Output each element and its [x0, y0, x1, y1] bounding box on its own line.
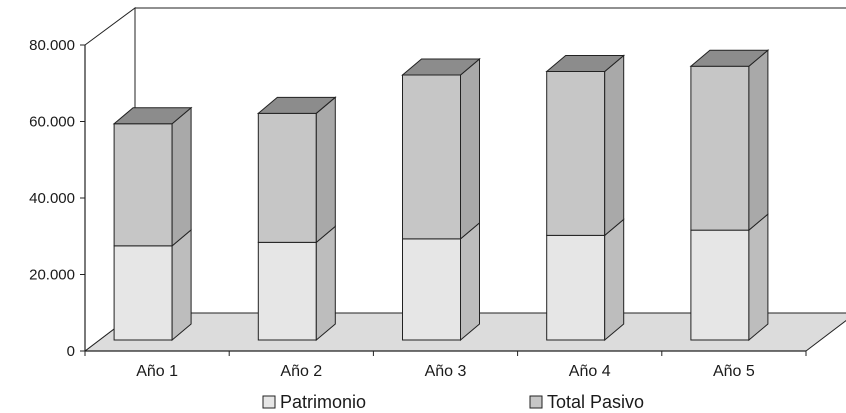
legend-label: Patrimonio: [280, 392, 366, 412]
y-axis: 0 20.000 40.000 60.000 80.000: [29, 37, 86, 360]
bar-segment-patrimonio: [257, 225, 336, 342]
legend-label: Total Pasivo: [547, 392, 644, 412]
legend-swatch: [529, 395, 543, 409]
bar-segment-patrimonio: [113, 228, 192, 342]
bar-segment-total-pasivo: [545, 54, 626, 237]
y-tick-label: 60.000: [29, 114, 75, 131]
bar-segment-patrimonio: [546, 218, 625, 342]
x-tick-label: Año 5: [713, 363, 755, 380]
bar-segment-total-pasivo: [401, 57, 481, 240]
x-tick-label: Año 2: [280, 363, 322, 380]
legend-item: Patrimonio: [262, 392, 366, 412]
bar-segment-total-pasivo: [256, 96, 337, 244]
y-tick-label: 40.000: [29, 190, 75, 207]
bar-segment-patrimonio: [690, 213, 769, 342]
legend: Patrimonio Total Pasivo: [262, 392, 644, 412]
x-tick-label: Año 3: [425, 363, 467, 380]
legend-item: Total Pasivo: [529, 392, 644, 412]
bar-segment-total-pasivo: [689, 49, 770, 232]
bars: [112, 49, 770, 342]
y-tick-label: 20.000: [29, 267, 75, 284]
x-axis: Año 1 Año 2 Año 3 Año 4 Año 5: [84, 350, 807, 380]
bar-segment-total-pasivo: [112, 106, 193, 247]
legend-swatch: [262, 395, 276, 409]
bar-segment-patrimonio: [402, 221, 480, 342]
x-tick-label: Año 4: [569, 363, 611, 380]
y-tick-label: 0: [67, 343, 75, 360]
y-tick-label: 80.000: [29, 37, 75, 54]
x-tick-label: Año 1: [136, 363, 178, 380]
